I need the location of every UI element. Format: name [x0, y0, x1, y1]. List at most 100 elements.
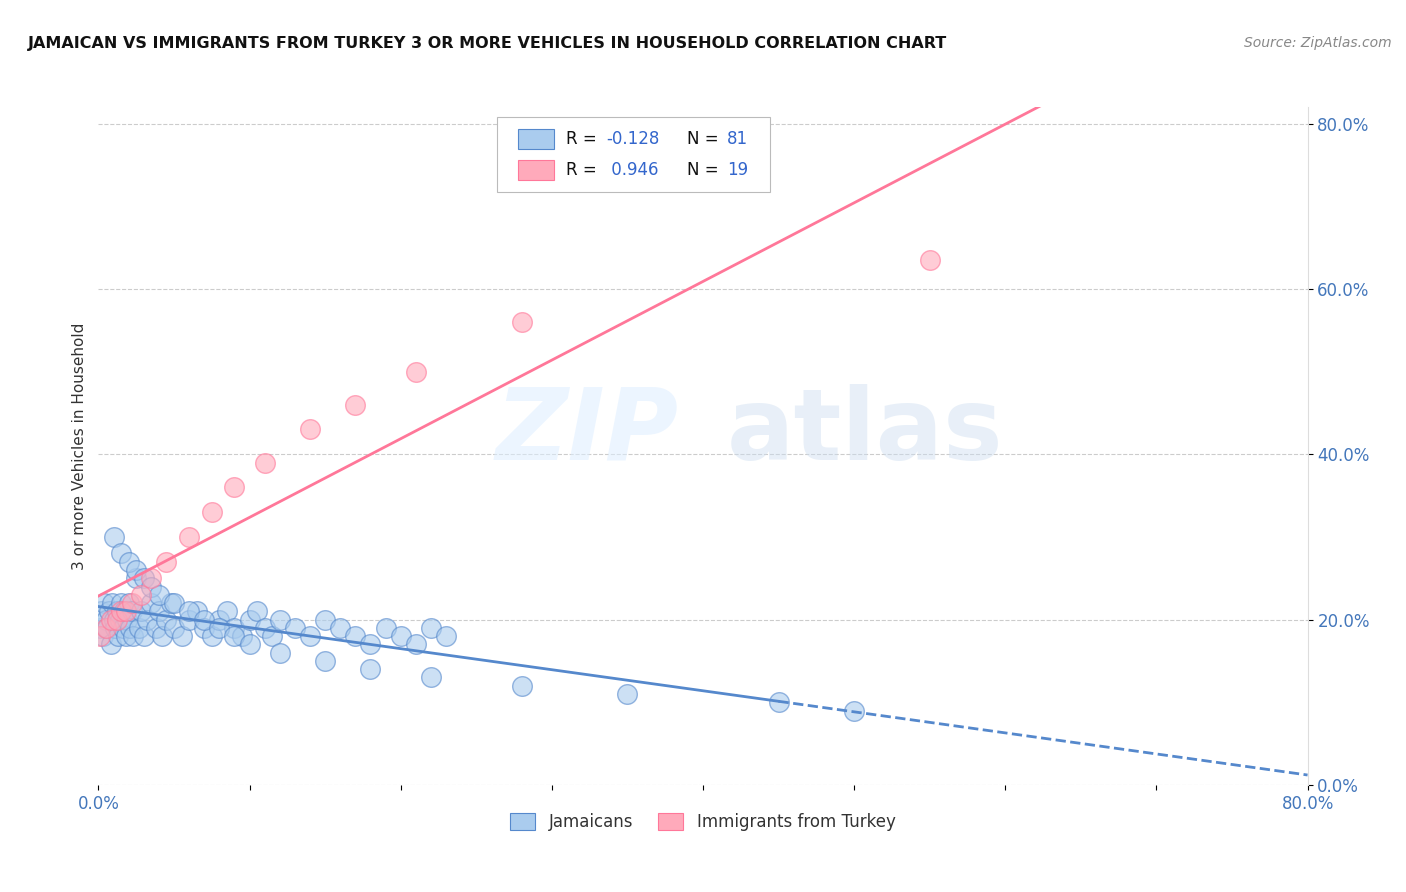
- Point: [121, 604, 143, 618]
- Point: [107, 629, 129, 643]
- Point: [121, 596, 143, 610]
- Point: [118, 555, 141, 569]
- Point: [98, 604, 121, 618]
- Text: N =: N =: [688, 130, 724, 148]
- Point: [179, 530, 201, 544]
- Point: [105, 613, 128, 627]
- Point: [420, 671, 443, 685]
- Point: [284, 621, 307, 635]
- Point: [239, 613, 262, 627]
- Point: [360, 637, 382, 651]
- Point: [420, 621, 443, 635]
- Point: [148, 604, 170, 618]
- Point: [129, 604, 152, 618]
- Point: [918, 252, 941, 267]
- Point: [155, 613, 177, 627]
- Point: [114, 629, 136, 643]
- Text: R =: R =: [567, 161, 602, 179]
- Point: [91, 629, 114, 643]
- Point: [253, 456, 276, 470]
- Point: [215, 604, 238, 618]
- Point: [150, 629, 173, 643]
- Point: [299, 422, 322, 436]
- Point: [122, 629, 145, 643]
- Point: [510, 679, 533, 693]
- Point: [246, 604, 269, 618]
- Point: [160, 596, 183, 610]
- Point: [768, 695, 790, 709]
- Point: [224, 480, 246, 494]
- Point: [115, 613, 138, 627]
- Point: [105, 604, 128, 618]
- Point: [100, 637, 122, 651]
- Point: [193, 613, 215, 627]
- Point: [434, 629, 457, 643]
- Point: [89, 629, 111, 643]
- Point: [201, 629, 224, 643]
- Point: [110, 596, 132, 610]
- Text: JAMAICAN VS IMMIGRANTS FROM TURKEY 3 OR MORE VEHICLES IN HOUSEHOLD CORRELATION C: JAMAICAN VS IMMIGRANTS FROM TURKEY 3 OR …: [28, 36, 948, 51]
- Point: [844, 704, 866, 718]
- Point: [101, 596, 124, 610]
- Point: [163, 621, 186, 635]
- Point: [193, 621, 215, 635]
- Text: R =: R =: [567, 130, 602, 148]
- Text: Source: ZipAtlas.com: Source: ZipAtlas.com: [1244, 36, 1392, 50]
- Point: [132, 571, 155, 585]
- Point: [103, 530, 125, 544]
- Point: [170, 629, 193, 643]
- Point: [344, 398, 367, 412]
- Point: [90, 604, 112, 618]
- Point: [360, 662, 382, 676]
- Point: [239, 637, 262, 651]
- Point: [208, 621, 231, 635]
- Point: [103, 613, 125, 627]
- Point: [314, 613, 336, 627]
- Point: [405, 637, 427, 651]
- Point: [510, 315, 533, 329]
- Point: [128, 621, 150, 635]
- Point: [125, 571, 148, 585]
- Point: [224, 629, 246, 643]
- Point: [141, 571, 163, 585]
- Point: [132, 629, 155, 643]
- Point: [125, 563, 148, 577]
- Point: [179, 604, 201, 618]
- Point: [94, 613, 117, 627]
- FancyBboxPatch shape: [517, 128, 554, 149]
- Text: N =: N =: [688, 161, 724, 179]
- Point: [208, 613, 231, 627]
- Point: [201, 505, 224, 519]
- Text: 81: 81: [727, 130, 748, 148]
- Text: atlas: atlas: [727, 384, 1004, 481]
- Point: [104, 621, 127, 635]
- Point: [314, 654, 336, 668]
- Point: [269, 646, 291, 660]
- Point: [112, 604, 135, 618]
- Point: [93, 596, 115, 610]
- Point: [374, 621, 396, 635]
- Point: [231, 629, 253, 643]
- Point: [118, 596, 141, 610]
- FancyBboxPatch shape: [517, 160, 554, 180]
- Point: [100, 613, 122, 627]
- Point: [129, 588, 152, 602]
- Point: [141, 596, 163, 610]
- Text: -0.128: -0.128: [606, 130, 659, 148]
- Text: 0.946: 0.946: [606, 161, 659, 179]
- Point: [114, 604, 136, 618]
- Point: [269, 613, 291, 627]
- Point: [120, 621, 142, 635]
- Point: [344, 629, 367, 643]
- Point: [405, 365, 427, 379]
- Point: [89, 621, 111, 635]
- Point: [179, 613, 201, 627]
- Legend: Jamaicans, Immigrants from Turkey: Jamaicans, Immigrants from Turkey: [503, 806, 903, 838]
- Point: [186, 604, 208, 618]
- Point: [110, 604, 132, 618]
- Point: [163, 596, 186, 610]
- Point: [299, 629, 322, 643]
- Point: [329, 621, 352, 635]
- Point: [145, 621, 167, 635]
- Point: [94, 621, 117, 635]
